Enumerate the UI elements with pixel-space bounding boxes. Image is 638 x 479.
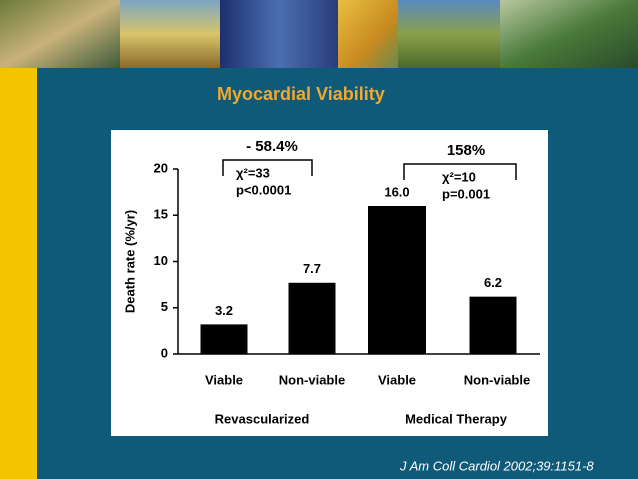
x-tick-label: Non-viable <box>464 372 530 387</box>
value-label: 7.7 <box>303 261 321 276</box>
change-label: 158% <box>447 142 485 159</box>
p-label: p=0.001 <box>442 186 490 201</box>
x-tick-label: Viable <box>378 372 416 387</box>
y-tick-label: 15 <box>154 207 168 222</box>
stat-label: χ²=33 <box>236 165 270 180</box>
bar <box>469 296 517 354</box>
citation: J Am Coll Cardiol 2002;39:1151-8 <box>399 458 594 473</box>
slide-title: Myocardial Viability <box>217 84 385 104</box>
y-axis-label: Death rate (%/yr) <box>122 210 137 313</box>
change-label: - 58.4% <box>246 138 298 155</box>
x-tick-label: Non-viable <box>279 372 345 387</box>
value-label: 3.2 <box>215 303 233 318</box>
bar <box>288 282 336 354</box>
painting-banner <box>0 0 638 68</box>
bar <box>368 206 426 354</box>
p-label: p<0.0001 <box>236 182 291 197</box>
bracket <box>403 163 517 180</box>
group-label: Medical Therapy <box>405 411 508 426</box>
x-tick-label: Viable <box>205 372 243 387</box>
group-label: Revascularized <box>215 411 310 426</box>
y-tick-label: 10 <box>154 253 168 268</box>
y-tick-label: 20 <box>154 160 168 175</box>
stat-label: χ²=10 <box>442 169 476 184</box>
accent-bar <box>0 68 37 479</box>
bracket <box>222 159 313 176</box>
value-label: 16.0 <box>384 184 409 199</box>
y-tick-label: 0 <box>161 345 168 360</box>
y-tick-label: 5 <box>161 299 168 314</box>
bar <box>200 324 248 354</box>
value-label: 6.2 <box>484 275 502 290</box>
